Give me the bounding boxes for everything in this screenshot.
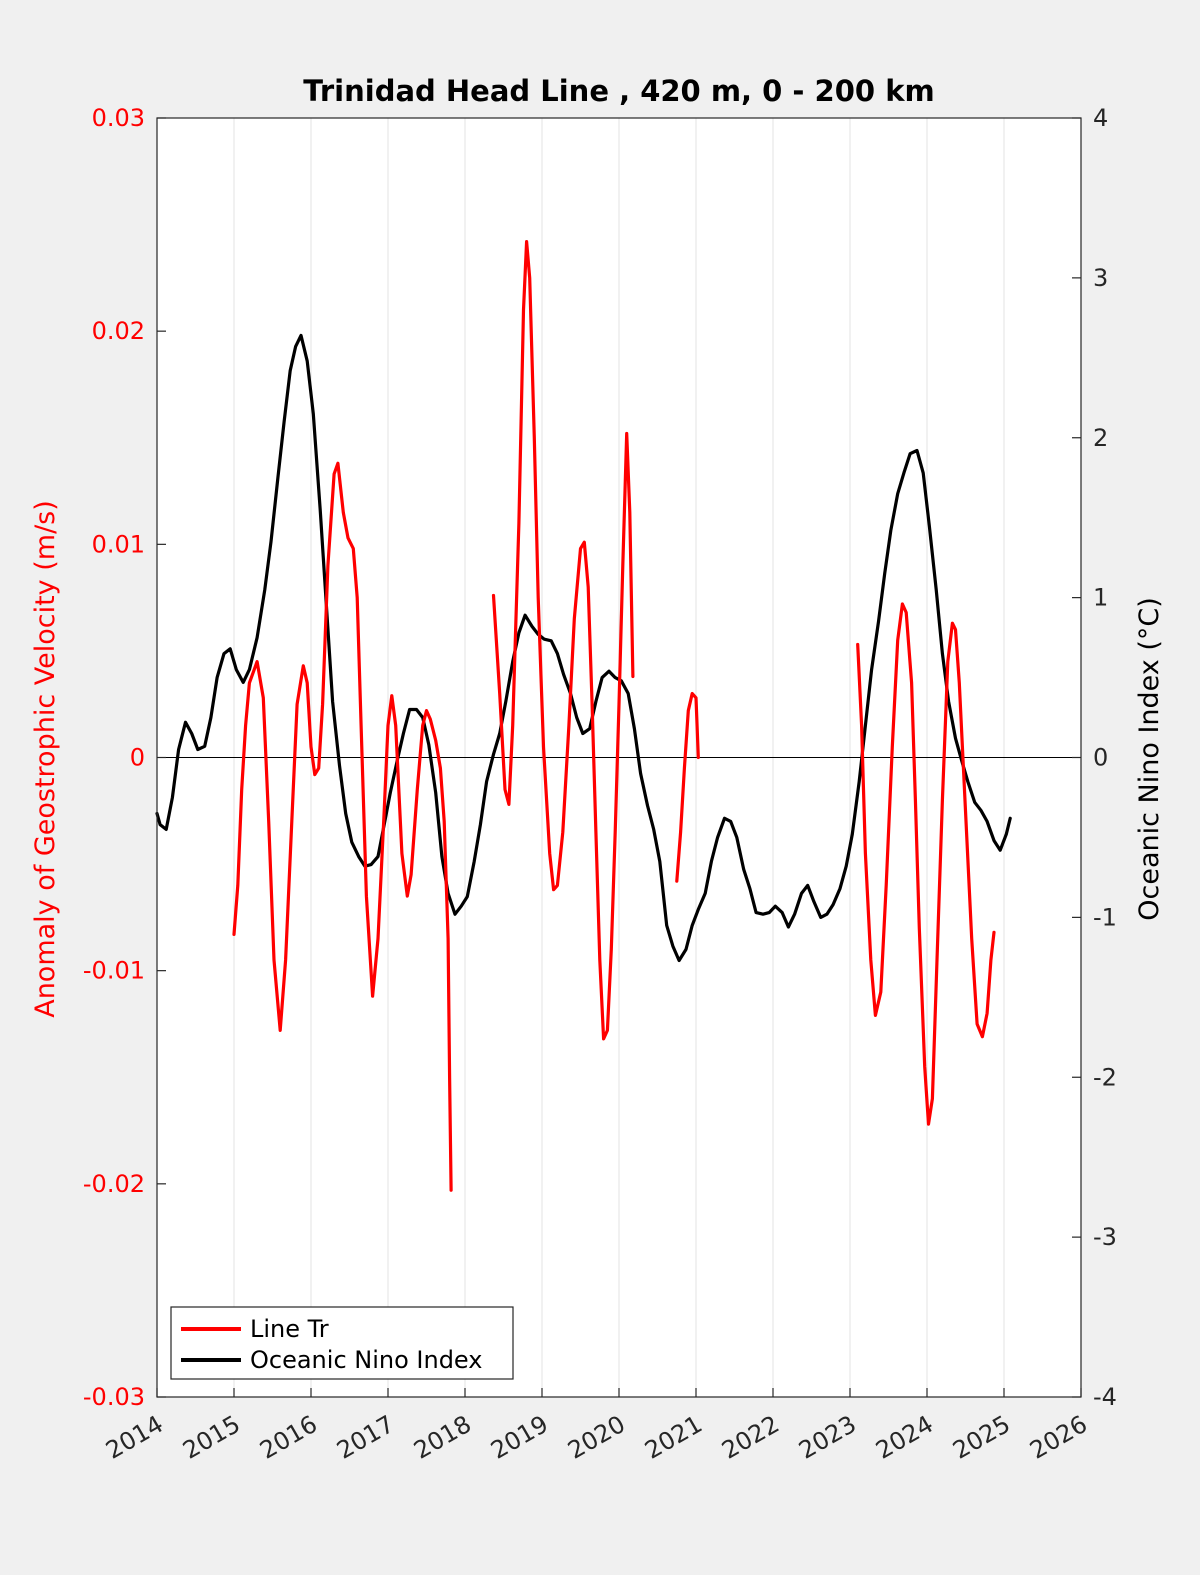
left-y-tick-label: 0	[130, 744, 145, 772]
left-y-tick-label: 0.02	[92, 317, 145, 345]
left-y-tick-label: -0.01	[83, 957, 145, 985]
legend-box	[170, 1306, 514, 1380]
right-y-tick-label: 2	[1093, 424, 1108, 452]
series-line-tr-segment-1	[491, 240, 635, 1041]
right-y-tick-label: 4	[1093, 104, 1108, 132]
series-line-tr-segment-2	[675, 691, 700, 883]
legend-label-line-tr: Line Tr	[250, 1315, 329, 1343]
right-y-tick-label: 1	[1093, 584, 1108, 612]
series-oceanic-nino-index-segment-0	[155, 333, 1012, 963]
right-y-tick-label: -3	[1093, 1223, 1117, 1251]
series-line-tr-segment-3	[856, 602, 996, 1126]
left-y-tick-label: -0.03	[83, 1383, 145, 1411]
right-y-tick-label: 0	[1093, 744, 1108, 772]
right-y-axis-label: Oceanic Nino Index (°C)	[1134, 597, 1165, 921]
left-y-tick-label: 0.03	[92, 104, 145, 132]
left-y-axis: -0.03 -0.02 -0.01 0 0.01 0.02 0.03	[83, 104, 166, 1411]
right-y-tick-label: -1	[1093, 903, 1117, 931]
right-y-tick-label: 3	[1093, 264, 1108, 292]
chart-title: Trinidad Head Line , 420 m, 0 - 200 km	[303, 74, 934, 108]
right-y-tick-label: -4	[1093, 1383, 1117, 1411]
left-y-tick-label: -0.02	[83, 1170, 145, 1198]
series-line-tr-segment-0	[232, 461, 453, 1192]
legend-label-oni: Oceanic Nino Index	[250, 1346, 482, 1374]
left-y-tick-label: 0.01	[92, 530, 145, 558]
right-y-tick-label: -2	[1093, 1063, 1117, 1091]
right-y-axis: -4 -3 -2 -1 0 1 2 3 4	[1072, 104, 1117, 1411]
left-y-axis-label: Anomaly of Geostrophic Velocity (m/s)	[30, 500, 61, 1018]
legend: Line Tr Oceanic Nino Index	[170, 1306, 514, 1380]
series-layer	[155, 240, 1012, 1192]
